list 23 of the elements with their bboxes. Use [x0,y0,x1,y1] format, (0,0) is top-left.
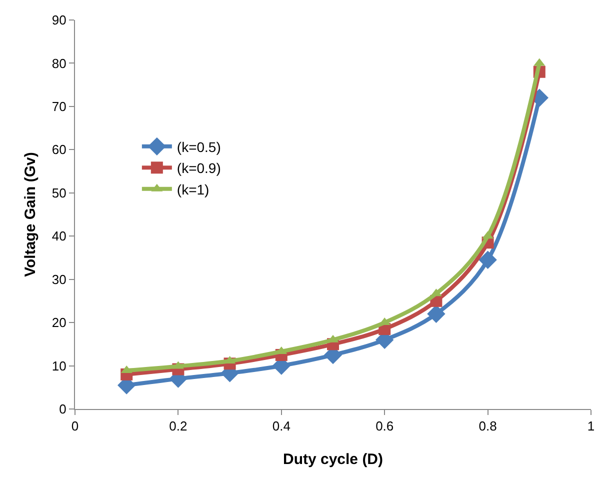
legend-label: (k=1) [176,181,210,198]
y-tick-label: 50 [52,185,66,200]
y-axis-title: Voltage Gain (Gv) [22,152,39,277]
x-axis-title: Duty cycle (D) [282,451,384,468]
y-tick-label: 60 [52,142,66,158]
x-tick-label: 0.2 [169,418,188,434]
y-tick-label: 70 [52,98,66,114]
legend-label: (k=0.9) [176,160,221,176]
y-tick-label: 90 [52,12,66,28]
x-tick-label: 0.6 [376,418,394,434]
x-tick-label: 1 [587,418,595,434]
legend-label: (k=0.5) [176,138,221,155]
y-tick-label: 30 [52,272,66,287]
y-tick-label: 20 [52,315,66,330]
x-tick-label: 0 [71,418,79,434]
y-tick-label: 80 [52,56,66,71]
x-tick-label: 0.4 [272,418,290,434]
y-tick-label: 0 [59,402,66,417]
point [427,304,446,324]
y-tick-label: 10 [52,358,66,374]
x-tick-label: 0.8 [478,418,497,434]
y-tick-label: 40 [52,228,66,244]
point [478,250,497,269]
